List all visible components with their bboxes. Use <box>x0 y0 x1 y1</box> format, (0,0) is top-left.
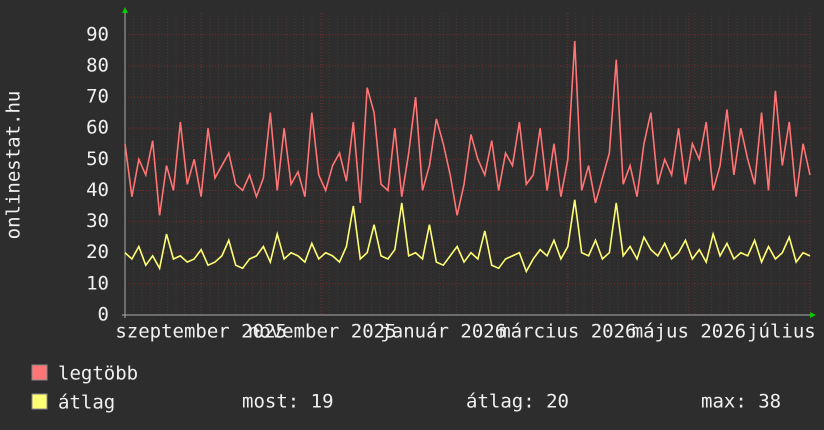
stat-most: most: 19 <box>242 391 334 413</box>
y-tick-label: 90 <box>86 23 109 45</box>
x-tick-label: július 2026 <box>747 321 824 343</box>
x-tick-label: szeptember 2025 <box>115 321 287 343</box>
series-line <box>124 199 811 274</box>
legend-swatch <box>31 393 48 410</box>
axis-arrow <box>810 312 816 318</box>
series-line <box>124 40 811 216</box>
y-tick-label: 80 <box>86 54 109 76</box>
y-tick-label: 70 <box>86 86 109 108</box>
y-tick-label: 60 <box>86 117 109 139</box>
y-tick-label: 10 <box>86 272 109 294</box>
x-tick-label: január 2026 <box>380 321 506 343</box>
stat-max: max: 38 <box>701 391 781 413</box>
stat-avg: átlag: 20 <box>466 391 569 413</box>
y-tick-label: 50 <box>86 148 109 170</box>
y-tick-label: 0 <box>98 304 109 326</box>
x-tick-label: március 2026 <box>499 321 636 343</box>
y-axis-label: onlinestat.hu <box>3 91 25 240</box>
y-tick-label: 20 <box>86 241 109 263</box>
y-tick-label: 30 <box>86 210 109 232</box>
axis-arrow <box>122 7 128 13</box>
y-tick-label: 40 <box>86 179 109 201</box>
x-tick-label: május 2026 <box>632 321 746 343</box>
legend-label: átlag <box>58 392 115 414</box>
x-tick-label: november 2025 <box>248 321 397 343</box>
legend-label: legtöbb <box>58 363 138 385</box>
legend-swatch <box>31 364 48 381</box>
